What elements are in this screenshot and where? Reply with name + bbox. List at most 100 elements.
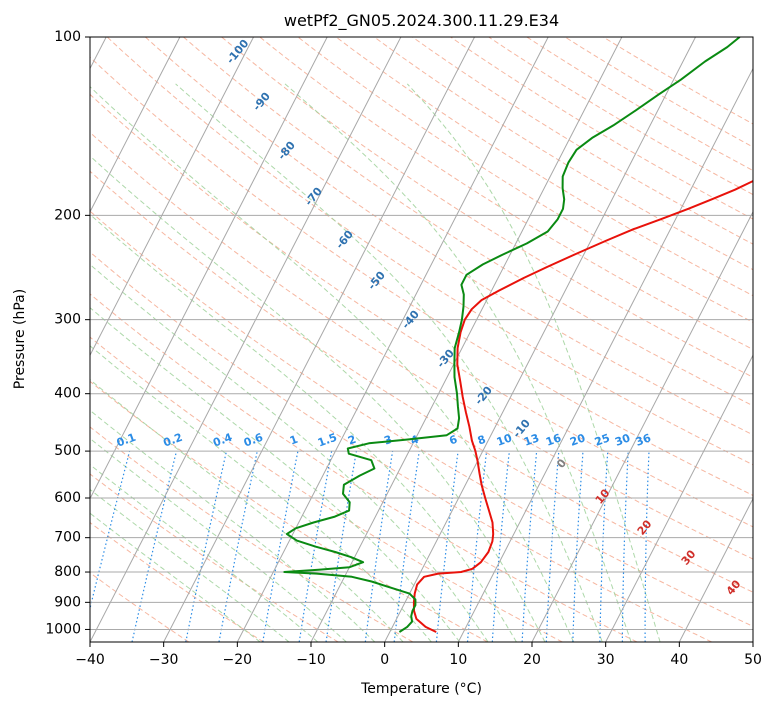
x-tick-label: 10 (449, 652, 467, 668)
isopleth-label: 25 (593, 431, 612, 448)
y-axis-label: Pressure (hPa) (12, 289, 28, 389)
isobars (90, 37, 753, 630)
dry-adiabat-line (90, 572, 190, 642)
moist-adiabat-line (175, 83, 603, 642)
y-tick-label: 800 (54, 564, 81, 580)
y-tick-label: 500 (54, 443, 81, 459)
y-tick-label: 700 (54, 530, 81, 546)
moist-adiabat-line (406, 83, 661, 642)
plot-area: -100-90-80-70-60-50-40-30-20-100.1 0.2 0.4… (90, 37, 753, 642)
y-tick-label: 900 (54, 594, 81, 610)
dry-adiabat-line (90, 380, 488, 642)
moist-adiabat-line (90, 345, 432, 642)
mixing-ratio-line (393, 451, 420, 642)
profile-series (283, 37, 753, 633)
dry-adiabat-line (90, 473, 339, 642)
moist-adiabat-line (90, 409, 376, 642)
dry-adiabat-line (90, 293, 638, 642)
y-tick-label: 600 (54, 490, 81, 506)
mixing-ratio-line (466, 451, 488, 642)
moist-adiabat-line (90, 488, 290, 642)
dry-adiabat-line (144, 37, 753, 436)
isotherm-line (310, 37, 623, 642)
isopleth-label: 8 (476, 433, 488, 448)
moist-adiabat-line (90, 512, 261, 642)
isopleth-label: 10 (495, 431, 514, 449)
mixing-ratio-line (435, 451, 459, 642)
isopleth-label: 0.1 (115, 431, 138, 450)
isotherm-line (90, 37, 402, 642)
isopleth-label: 13 (522, 431, 541, 448)
isopleth-label: 36 (634, 431, 653, 449)
isopleth-label: 2 (346, 433, 358, 448)
isopleth-label: 30 (613, 431, 632, 449)
moist-adiabat-line (90, 85, 575, 642)
isopleth-label: 1 (288, 433, 300, 448)
x-tick-label: −10 (296, 652, 326, 668)
dry-adiabat-line (183, 37, 753, 407)
isotherm-line (678, 497, 753, 642)
isotherm-line (236, 37, 549, 642)
x-axis-label: Temperature (°C) (360, 681, 482, 697)
isotherm-line (90, 37, 328, 500)
dry-adiabat-line (90, 251, 712, 642)
plot-background (90, 37, 753, 642)
moist-adiabat-line (90, 155, 546, 642)
x-tick-label: 50 (744, 652, 762, 668)
isopleth-label: 3 (382, 433, 394, 448)
moist-adiabats (90, 83, 661, 642)
x-tick-label: 30 (597, 652, 615, 668)
x-tick-label: 40 (670, 652, 688, 668)
mixing-ratio-line (491, 451, 510, 642)
x-tick-label: 20 (523, 652, 541, 668)
mixing-ratio-line (325, 451, 357, 642)
isotherm-line (384, 37, 696, 642)
y-tick-label: 300 (54, 312, 81, 328)
isotherm-line (457, 67, 753, 642)
isopleth-label: 4 (409, 433, 421, 448)
y-tick-label: 100 (54, 29, 81, 45)
isotherm-line (531, 210, 753, 642)
isotherm-line (605, 354, 753, 642)
dry-adiabat-line (106, 37, 753, 466)
dry-adiabat-line (90, 210, 753, 627)
x-tick-label: −30 (149, 652, 179, 668)
moist-adiabat-line (284, 83, 632, 642)
x-axis: −40 −30 −20 −10 0 10 20 30 40 50 (75, 642, 762, 668)
temperature-profile (412, 179, 753, 633)
isotherm-line (90, 37, 181, 213)
dry-adiabat-line (335, 37, 753, 297)
mixing-ratio-line (131, 450, 178, 642)
dewpoint-profile (283, 37, 741, 633)
dry-adiabat-line (90, 93, 753, 528)
isopleth-label: 20 (568, 431, 587, 449)
mixing-ratio-line (364, 451, 394, 642)
isopleth-label: 0.6 (242, 431, 265, 450)
dry-adiabats (90, 37, 753, 642)
y-tick-label: 1000 (45, 621, 81, 637)
dry-adiabat-line (90, 336, 563, 642)
isopleth-label: 0.2 (161, 431, 184, 450)
dry-adiabat-line (297, 37, 753, 323)
plot-frame (89, 36, 754, 643)
isopleth-label: 0.4 (211, 431, 234, 450)
mixing-ratio-lines (90, 450, 650, 642)
isopleth-label: 1.5 (316, 431, 339, 450)
moist-adiabat-line (90, 464, 319, 642)
isotherm-line (163, 37, 475, 642)
isopleth-label: 16 (544, 431, 563, 449)
isotherms (90, 37, 753, 642)
chart-title: wetPf2_GN05.2024.300.11.29.E34 (284, 11, 559, 31)
x-tick-label: −40 (75, 652, 105, 668)
mixing-ratio-line (90, 450, 131, 611)
moist-adiabat-line (90, 213, 517, 642)
y-axis: 100 200 300 400 500 600 700 800 900 1000 (45, 29, 90, 637)
isotherm-line (90, 37, 254, 357)
moist-adiabat-line (90, 307, 461, 642)
x-tick-label: 0 (380, 652, 389, 668)
moist-adiabat-line (90, 379, 404, 642)
y-tick-label: 200 (54, 207, 81, 223)
mixing-ratio-line (185, 450, 228, 642)
moist-adiabat-line (90, 437, 347, 642)
